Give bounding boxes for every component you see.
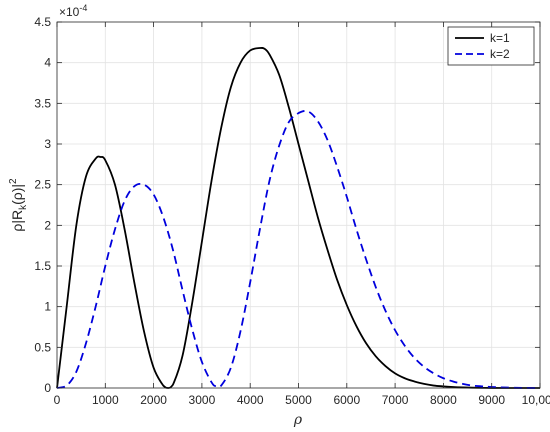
- y-tick-label: 1: [44, 300, 51, 314]
- ticks: 0 1000 2000 3000 4000 5000 6000 7000 8000 9000 10,…: [34, 15, 550, 407]
- x-tick-label: 5000: [285, 393, 312, 407]
- y-tick-label: 4.5: [34, 15, 51, 29]
- y-axis-title-part-2: (ρ)|: [9, 184, 25, 205]
- y-tick-label: 0.5: [34, 340, 51, 354]
- legend-label-k1: k=1: [490, 31, 510, 45]
- y-tick-label: 1.5: [34, 259, 51, 273]
- x-tick-label: 9000: [478, 393, 505, 407]
- y-tick-label: 4: [44, 56, 51, 70]
- series-layer: [56, 46, 541, 389]
- y-exponent-label: ×10-4: [59, 3, 87, 19]
- x-axis-title: ρ: [293, 412, 303, 428]
- y-tick-label: 3: [44, 137, 51, 151]
- legend-box: [447, 26, 535, 66]
- series-line-k2: [56, 110, 541, 389]
- y-axis-title: ρ|Rk(ρ)|2: [8, 178, 29, 232]
- y-tick-label: 2.5: [34, 178, 51, 192]
- x-tick-label: 0: [54, 393, 61, 407]
- y-axis-title-sub: k: [18, 204, 29, 210]
- series-line-k1: [56, 46, 540, 389]
- x-tick-label: 10,000: [522, 393, 550, 407]
- x-tick-label: 7000: [382, 393, 409, 407]
- x-tick-label: 6000: [333, 393, 360, 407]
- y-exponent-power: -4: [79, 3, 87, 13]
- x-tick-label: 8000: [430, 393, 457, 407]
- y-tick-label: 0: [44, 381, 51, 395]
- legend-label-k2: k=2: [490, 47, 510, 61]
- legend: k=1 k=2: [447, 26, 535, 66]
- x-tick-label: 2000: [140, 393, 167, 407]
- x-tick-label: 1000: [92, 393, 119, 407]
- y-tick-label: 3.5: [34, 96, 51, 110]
- y-axis-title-sup: 2: [8, 178, 19, 184]
- y-axis-title-part-1: ρ|R: [9, 210, 25, 232]
- y-tick-label: 2: [44, 218, 51, 232]
- x-tick-label: 4000: [237, 393, 264, 407]
- x-tick-label: 3000: [189, 393, 216, 407]
